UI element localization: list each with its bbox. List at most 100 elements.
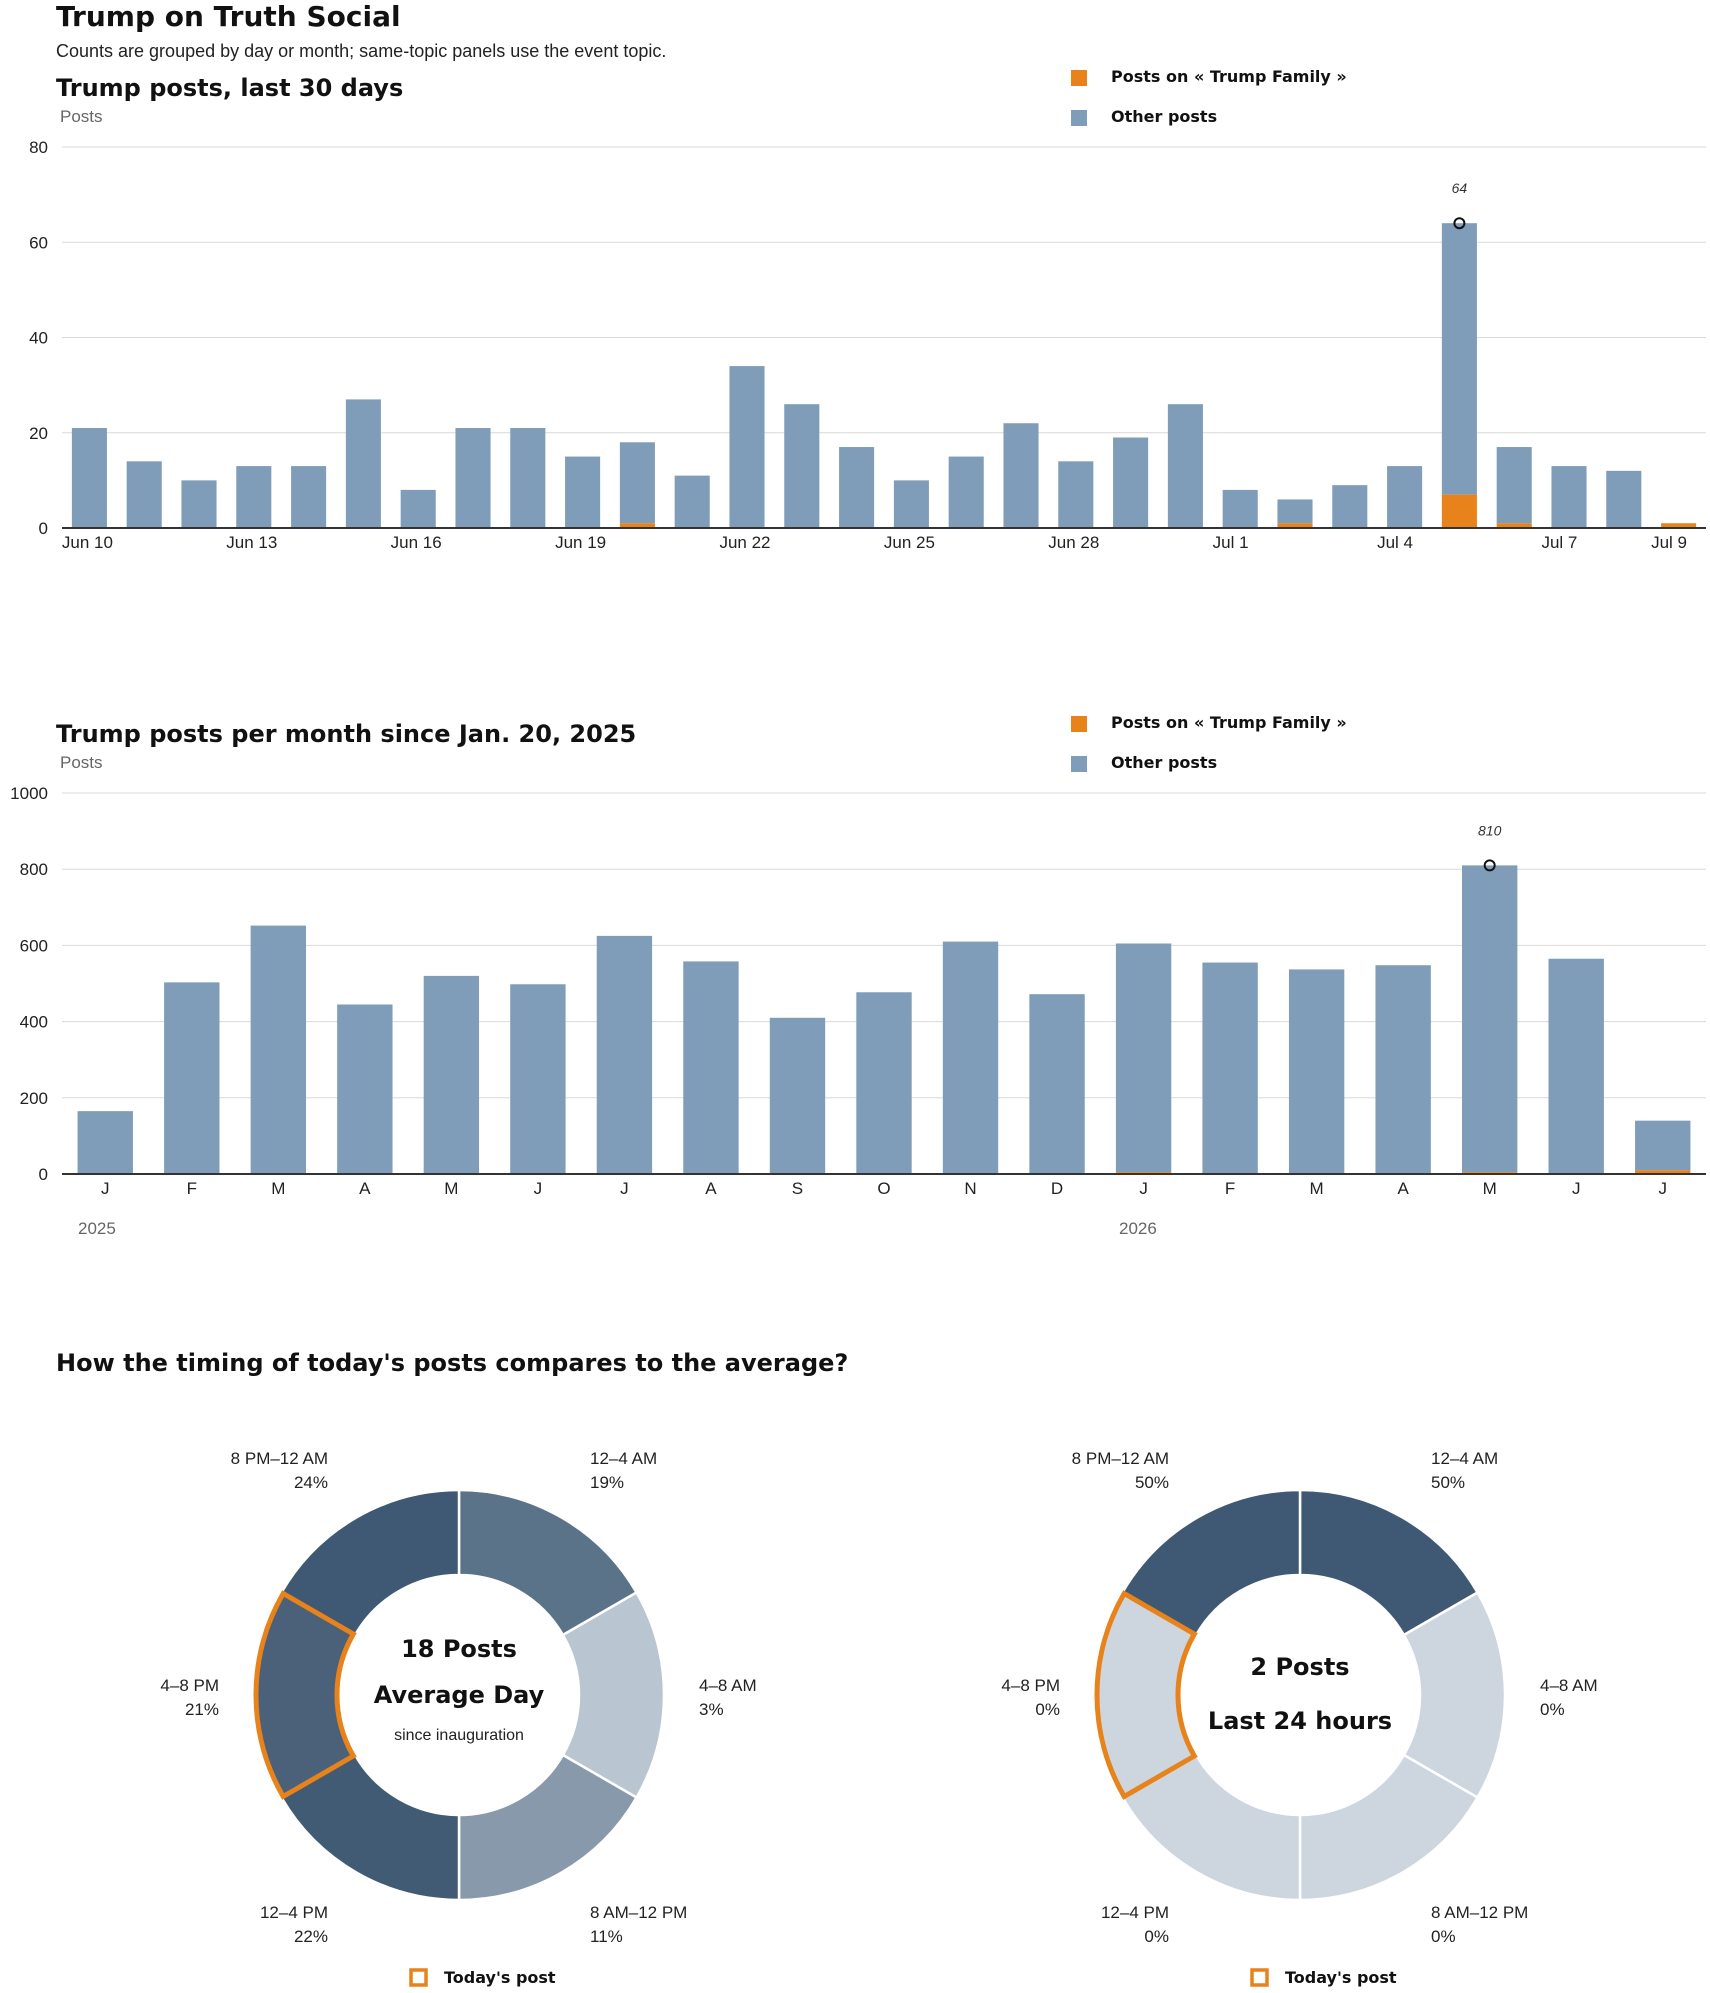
donut-slice: [279, 1488, 461, 1637]
bar-other: [1551, 466, 1587, 528]
bar-other: [1288, 969, 1345, 1174]
donut-legend-right: Today's post: [1250, 1968, 1397, 1987]
x-tick-label: J: [1139, 1179, 1148, 1198]
legend-topic-label: Posts on « Trump Family »: [1111, 713, 1347, 732]
bar-topic: [619, 523, 655, 528]
monthly-legend: Posts on « Trump Family » Other posts: [1071, 713, 1347, 772]
slice-label: 12–4 PM: [260, 1903, 328, 1922]
bar-other: [1115, 943, 1172, 1173]
bar-other: [1606, 470, 1642, 528]
x-tick-label: M: [271, 1179, 285, 1198]
bar-other: [942, 941, 999, 1174]
bar-other: [400, 489, 436, 528]
x-tick-label: Jul 4: [1377, 533, 1413, 552]
year-label-2025: 2025: [78, 1219, 116, 1238]
legend-topic-swatch: [1071, 70, 1087, 86]
daily-chart-ylabel: Posts: [60, 107, 103, 126]
slice-value: 50%: [1431, 1473, 1465, 1492]
bar-topic: [1277, 523, 1313, 528]
donut-center-label: Last 24 hours: [1208, 1707, 1392, 1735]
legend-topic-label: Posts on « Trump Family »: [1111, 67, 1347, 86]
donut-last-24-hours: 12–4 AM 50% 4–8 AM 0% 8 AM–12 PM 0% 12–4 PM 0% 4…: [1001, 1449, 1597, 1946]
bar-other: [769, 1017, 826, 1174]
bar-other: [1167, 404, 1203, 528]
peak-label: 64: [1452, 180, 1468, 196]
todays-post-swatch: [1250, 1968, 1269, 1987]
x-tick-label: M: [1310, 1179, 1324, 1198]
x-tick-label: Jul 1: [1213, 533, 1249, 552]
bar-other: [1441, 223, 1477, 495]
donut-slice: [1120, 1488, 1302, 1637]
bar-other: [565, 456, 601, 528]
daily-plot-area: 0 20 40 60 80 Jun 10 Jun 13 Jun 16 Jun 19 Jun 22 J…: [29, 138, 1706, 552]
donut-average-day: 12–4 AM 19% 4–8 AM 3% 8 AM–12 PM 11% 12–4 PM 22…: [160, 1449, 756, 1946]
slice-label: 12–4 AM: [590, 1449, 657, 1468]
bar-other: [455, 427, 491, 528]
x-tick-label: D: [1051, 1179, 1063, 1198]
y-tick-label: 200: [20, 1089, 48, 1108]
bar-other: [510, 427, 546, 528]
bar-other: [948, 456, 984, 528]
bar-other: [839, 447, 875, 528]
bar-other: [1548, 958, 1604, 1174]
donut-center-count: 2 Posts: [1250, 1653, 1349, 1681]
bar-other: [236, 466, 272, 528]
slice-value: 50%: [1135, 1473, 1169, 1492]
bar-other: [1202, 962, 1258, 1174]
x-tick-label: J: [1572, 1179, 1581, 1198]
x-tick-label: M: [444, 1179, 458, 1198]
y-tick-label: 40: [29, 329, 48, 348]
daily-chart-title: Trump posts, last 30 days: [56, 74, 403, 102]
bar-other: [337, 1004, 393, 1174]
monthly-chart: Trump posts per month since Jan. 20, 202…: [10, 713, 1706, 1238]
timing-section: How the timing of today's posts compares…: [56, 1349, 1598, 1987]
monthly-chart-ylabel: Posts: [60, 753, 103, 772]
bar-topic: [1635, 1170, 1691, 1174]
bar-other: [1375, 965, 1431, 1174]
x-tick-label: Jun 28: [1048, 533, 1099, 552]
y-tick-label: 400: [20, 1013, 48, 1032]
x-tick-label: J: [101, 1179, 110, 1198]
slice-value: 0%: [1144, 1927, 1169, 1946]
bar-other: [71, 427, 107, 528]
y-tick-label: 0: [39, 519, 48, 538]
todays-post-highlight: [1094, 1590, 1198, 1800]
slice-label: 8 PM–12 AM: [1072, 1449, 1169, 1468]
x-tick-label: J: [620, 1179, 629, 1198]
slice-label: 12–4 AM: [1431, 1449, 1498, 1468]
y-tick-label: 0: [39, 1165, 48, 1184]
bar-other: [181, 480, 217, 528]
monthly-chart-title: Trump posts per month since Jan. 20, 202…: [56, 720, 636, 748]
bar-other: [683, 961, 739, 1174]
page-title: Trump on Truth Social: [56, 0, 401, 33]
bar-other: [1387, 466, 1423, 528]
slice-label: 8 AM–12 PM: [1431, 1903, 1528, 1922]
bar-other: [893, 480, 929, 528]
slice-label: 4–8 AM: [1540, 1676, 1598, 1695]
bar-other: [1029, 994, 1085, 1174]
x-tick-label: N: [964, 1179, 976, 1198]
bar-other: [126, 461, 162, 528]
x-tick-label: Jun 19: [555, 533, 606, 552]
bar-other: [250, 925, 307, 1174]
bar-other: [784, 404, 820, 528]
todays-post-highlight: [253, 1590, 357, 1800]
slice-label: 8 AM–12 PM: [590, 1903, 687, 1922]
y-tick-label: 60: [29, 233, 48, 252]
bar-other: [1003, 423, 1039, 528]
daily-chart: Trump posts, last 30 days Posts Posts on…: [29, 67, 1706, 552]
donut-legend-left: Today's post: [409, 1968, 556, 1987]
y-tick-label: 20: [29, 424, 48, 443]
bar-other: [619, 442, 655, 524]
bar-other: [596, 935, 653, 1174]
bar-topic: [1496, 523, 1532, 528]
legend-other-swatch: [1071, 756, 1087, 772]
x-tick-label: Jul 9: [1651, 533, 1687, 552]
x-tick-label: Jun 13: [226, 533, 277, 552]
x-tick-label: Jun 10: [62, 533, 113, 552]
timing-title: How the timing of today's posts compares…: [56, 1349, 848, 1377]
x-tick-label: F: [187, 1179, 197, 1198]
donut-center-count: 18 Posts: [401, 1635, 517, 1663]
page-subtitle: Counts are grouped by day or month; same…: [56, 41, 666, 61]
